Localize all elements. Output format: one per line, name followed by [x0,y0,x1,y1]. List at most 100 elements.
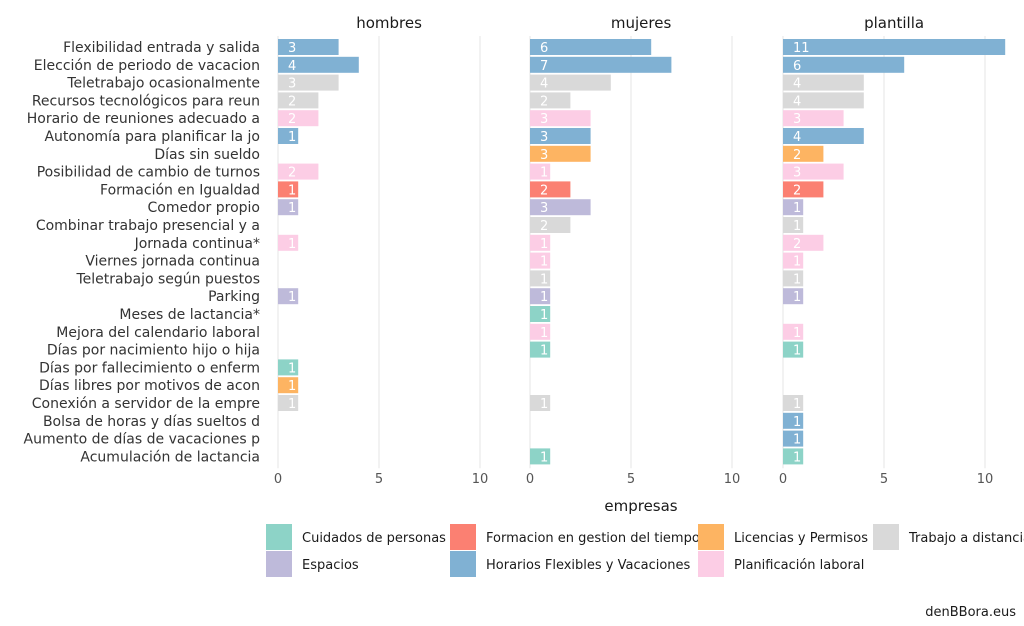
legend-swatch [266,551,292,577]
bar [278,39,339,55]
bar-value-label: 1 [288,379,296,394]
bar-value-label: 1 [793,272,801,287]
bar-value-label: 1 [793,326,801,341]
bar-value-label: 3 [288,77,296,92]
bar [530,341,551,358]
bar-value-label: 4 [793,77,801,92]
category-label: Combinar trabajo presencial y a [36,218,260,234]
bar [530,92,571,109]
caption: denBBora.eus [925,605,1016,620]
bar [783,74,864,91]
legend-swatch [266,524,292,550]
category-label: Días por nacimiento hijo o hija [47,343,260,359]
legend-item: Cuidados de personas [266,524,446,550]
bar [783,128,864,144]
category-label: Días sin sueldo [154,147,260,163]
bar-value-label: 1 [288,237,296,252]
bar [530,270,551,287]
bar-value-label: 1 [540,166,548,181]
bar [783,56,905,73]
bar [783,163,844,180]
bar-value-label: 1 [793,415,801,430]
legend: Cuidados de personas Espacios Formacion en… [266,524,1024,577]
legend-swatch [698,551,724,577]
legend-swatch [450,524,476,550]
bar [530,217,571,233]
bar-value-label: 1 [540,344,548,359]
bar-value-label: 1 [540,450,548,465]
category-label: Parking [208,289,260,305]
legend-label: Cuidados de personas [302,531,446,546]
category-label: Comedor propio [148,200,261,216]
bar-value-label: 1 [288,201,296,216]
bar-value-label: 7 [540,59,548,74]
bar [530,199,591,216]
bar [783,341,804,358]
bar-value-label: 1 [288,183,296,198]
bar [783,234,824,251]
bar [783,39,1006,55]
bar-value-label: 2 [288,94,296,109]
bar [783,412,804,429]
x-tick-label: 5 [880,472,888,487]
x-tick-label: 0 [526,472,534,487]
category-label: Días por fallecimiento o enferm [39,360,260,376]
category-label: Viernes jornada continua [85,254,260,270]
bar [278,181,299,198]
bar [530,252,551,269]
category-label: Horario de reuniones adecuado a [27,111,260,127]
bar [530,395,551,411]
bar [783,395,804,411]
bar-value-label: 3 [540,130,548,145]
x-tick-label: 5 [627,472,635,487]
bar [278,128,299,144]
bar-value-label: 4 [793,94,801,109]
category-label: Teletrabajo según puestos [76,271,261,287]
bar [783,110,844,127]
bar [278,377,299,394]
bar [530,145,591,162]
bar-value-label: 2 [540,94,548,109]
bar-value-label: 1 [540,397,548,412]
bar [278,74,339,91]
facet-title: plantilla [864,14,924,32]
category-label: Conexión a servidor de la empre [32,396,260,412]
bar-value-label: 3 [793,112,801,127]
bar [530,181,571,198]
bar-value-label: 2 [793,183,801,198]
bar-value-label: 2 [540,219,548,234]
bar-value-label: 1 [540,255,548,270]
bar-value-label: 4 [540,77,548,92]
bar [278,359,299,376]
bar [783,270,804,287]
bar [278,92,319,109]
category-label: Acumulación de lactancia [80,449,260,465]
bar-value-label: 6 [540,41,548,56]
category-label: Meses de lactancia* [119,307,260,323]
legend-label: Trabajo a distancia [908,531,1024,546]
bar [783,252,804,269]
bar-value-label: 1 [540,326,548,341]
bar [278,56,359,73]
bars-layer [278,39,1006,465]
x-tick-label: 10 [472,472,489,487]
bar-value-label: 1 [793,290,801,305]
bar [530,234,551,251]
bar [783,323,804,340]
legend-label: Planificación laboral [734,558,864,573]
facet-title: mujeres [611,14,672,32]
category-label: Formación en Igualdad [100,182,260,198]
bar [278,199,299,216]
category-label: Autonomía para planificar la jo [44,129,260,145]
bar-value-label: 1 [540,308,548,323]
bar [530,288,551,305]
legend-label: Licencias y Permisos [734,531,868,546]
bar-value-label: 1 [793,397,801,412]
legend-item: Formacion en gestion del tiempo [450,524,700,550]
bar-value-label: 1 [540,237,548,252]
category-label: Recursos tecnológicos para reun [32,93,260,109]
bar-value-label: 3 [540,112,548,127]
bar [278,163,319,180]
bar [783,448,804,465]
